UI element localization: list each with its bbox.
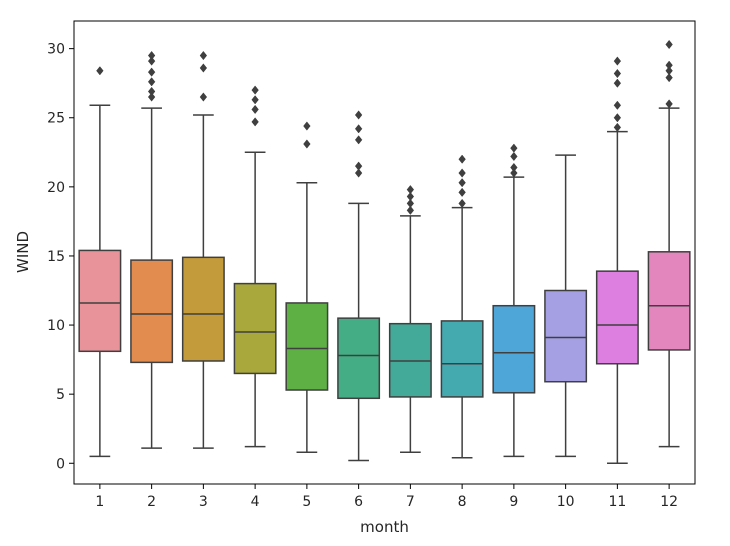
box — [233, 282, 277, 375]
x-tick-label: 8 — [458, 494, 467, 510]
y-tick-label: 30 — [47, 42, 65, 58]
outlier-point — [354, 124, 363, 134]
outlier-point — [665, 39, 673, 50]
box — [78, 249, 122, 353]
box — [647, 251, 691, 351]
y-axis: 0 5 10 15 20 25 30 — [47, 42, 74, 472]
outlier-point — [303, 139, 311, 149]
outlier-point — [458, 187, 466, 197]
y-tick-label: 5 — [56, 387, 65, 403]
y-tick-label: 10 — [47, 318, 65, 334]
x-axis-label: month — [360, 518, 409, 536]
y-tick-label: 25 — [47, 111, 65, 127]
outlier-point — [147, 86, 156, 97]
box-group-month-11 — [595, 56, 639, 465]
x-tick-label: 11 — [608, 494, 626, 510]
outlier-point — [96, 66, 104, 76]
outlier-point — [199, 92, 208, 102]
x-tick-label: 2 — [147, 494, 156, 510]
outlier-point — [613, 68, 622, 79]
x-tick-label: 12 — [660, 494, 678, 510]
plot-frame — [73, 20, 696, 485]
box — [285, 302, 329, 391]
outlier-point — [613, 78, 622, 88]
x-tick-label: 1 — [95, 494, 104, 510]
y-axis-label: WIND — [14, 231, 32, 273]
outlier-point — [510, 162, 518, 173]
outlier-point — [354, 110, 363, 120]
outlier-point — [147, 92, 156, 102]
outlier-point — [510, 168, 518, 178]
outlier-point — [458, 198, 466, 209]
box-group-month-5 — [285, 121, 329, 453]
outlier-point — [251, 117, 259, 127]
box-group-month-2 — [130, 50, 174, 449]
outlier-point — [458, 168, 466, 178]
outlier-point — [406, 205, 415, 215]
outlier-point — [665, 73, 673, 83]
box-group-month-3 — [181, 50, 225, 449]
outlier-point — [406, 185, 415, 195]
x-tick-label: 6 — [354, 494, 363, 510]
outlier-point — [665, 66, 673, 76]
box-group-month-4 — [233, 85, 277, 448]
outlier-point — [147, 67, 156, 77]
box-group-month-1 — [78, 66, 122, 458]
box — [440, 320, 484, 398]
boxes-layer — [78, 39, 691, 465]
outlier-point — [303, 121, 311, 131]
outlier-point — [406, 191, 415, 202]
outlier-point — [199, 63, 208, 73]
x-tick-label: 4 — [251, 494, 260, 510]
x-axis: 1 2 3 4 5 6 7 8 9 10 11 12 — [95, 484, 678, 510]
box-group-month-6 — [337, 110, 381, 462]
box — [181, 256, 225, 362]
outlier-point — [354, 135, 363, 145]
x-tick-label: 10 — [557, 494, 575, 510]
x-tick-label: 3 — [199, 494, 208, 510]
outlier-point — [354, 168, 363, 178]
outlier-point — [251, 85, 259, 95]
box-group-month-12 — [647, 39, 691, 448]
box-group-month-7 — [388, 185, 432, 453]
box-group-month-8 — [440, 154, 484, 459]
outlier-point — [613, 100, 622, 110]
outlier-point — [665, 99, 673, 109]
y-tick-label: 20 — [47, 180, 65, 196]
outlier-point — [458, 154, 466, 164]
outlier-point — [251, 95, 259, 105]
x-tick-label: 5 — [302, 494, 311, 510]
outlier-point — [354, 161, 363, 171]
box — [595, 270, 639, 365]
box-group-month-10 — [544, 154, 588, 458]
y-tick-label: 0 — [56, 456, 65, 472]
box — [337, 317, 381, 400]
box-group-month-9 — [492, 143, 536, 458]
y-tick-label: 15 — [47, 249, 65, 265]
outlier-point — [510, 151, 518, 162]
box — [492, 304, 536, 394]
outlier-point — [147, 77, 156, 87]
outlier-point — [147, 50, 156, 61]
outlier-point — [665, 60, 673, 70]
outlier-point — [406, 198, 415, 209]
outlier-point — [613, 113, 622, 123]
x-tick-label: 9 — [509, 494, 518, 510]
outlier-point — [458, 178, 466, 188]
box — [130, 259, 174, 364]
outlier-point — [510, 143, 518, 153]
outlier-point — [199, 50, 208, 61]
outlier-point — [613, 122, 622, 133]
x-tick-label: 7 — [406, 494, 415, 510]
outlier-point — [147, 56, 156, 66]
box — [544, 289, 588, 383]
outlier-point — [251, 104, 259, 115]
outlier-point — [613, 56, 622, 66]
